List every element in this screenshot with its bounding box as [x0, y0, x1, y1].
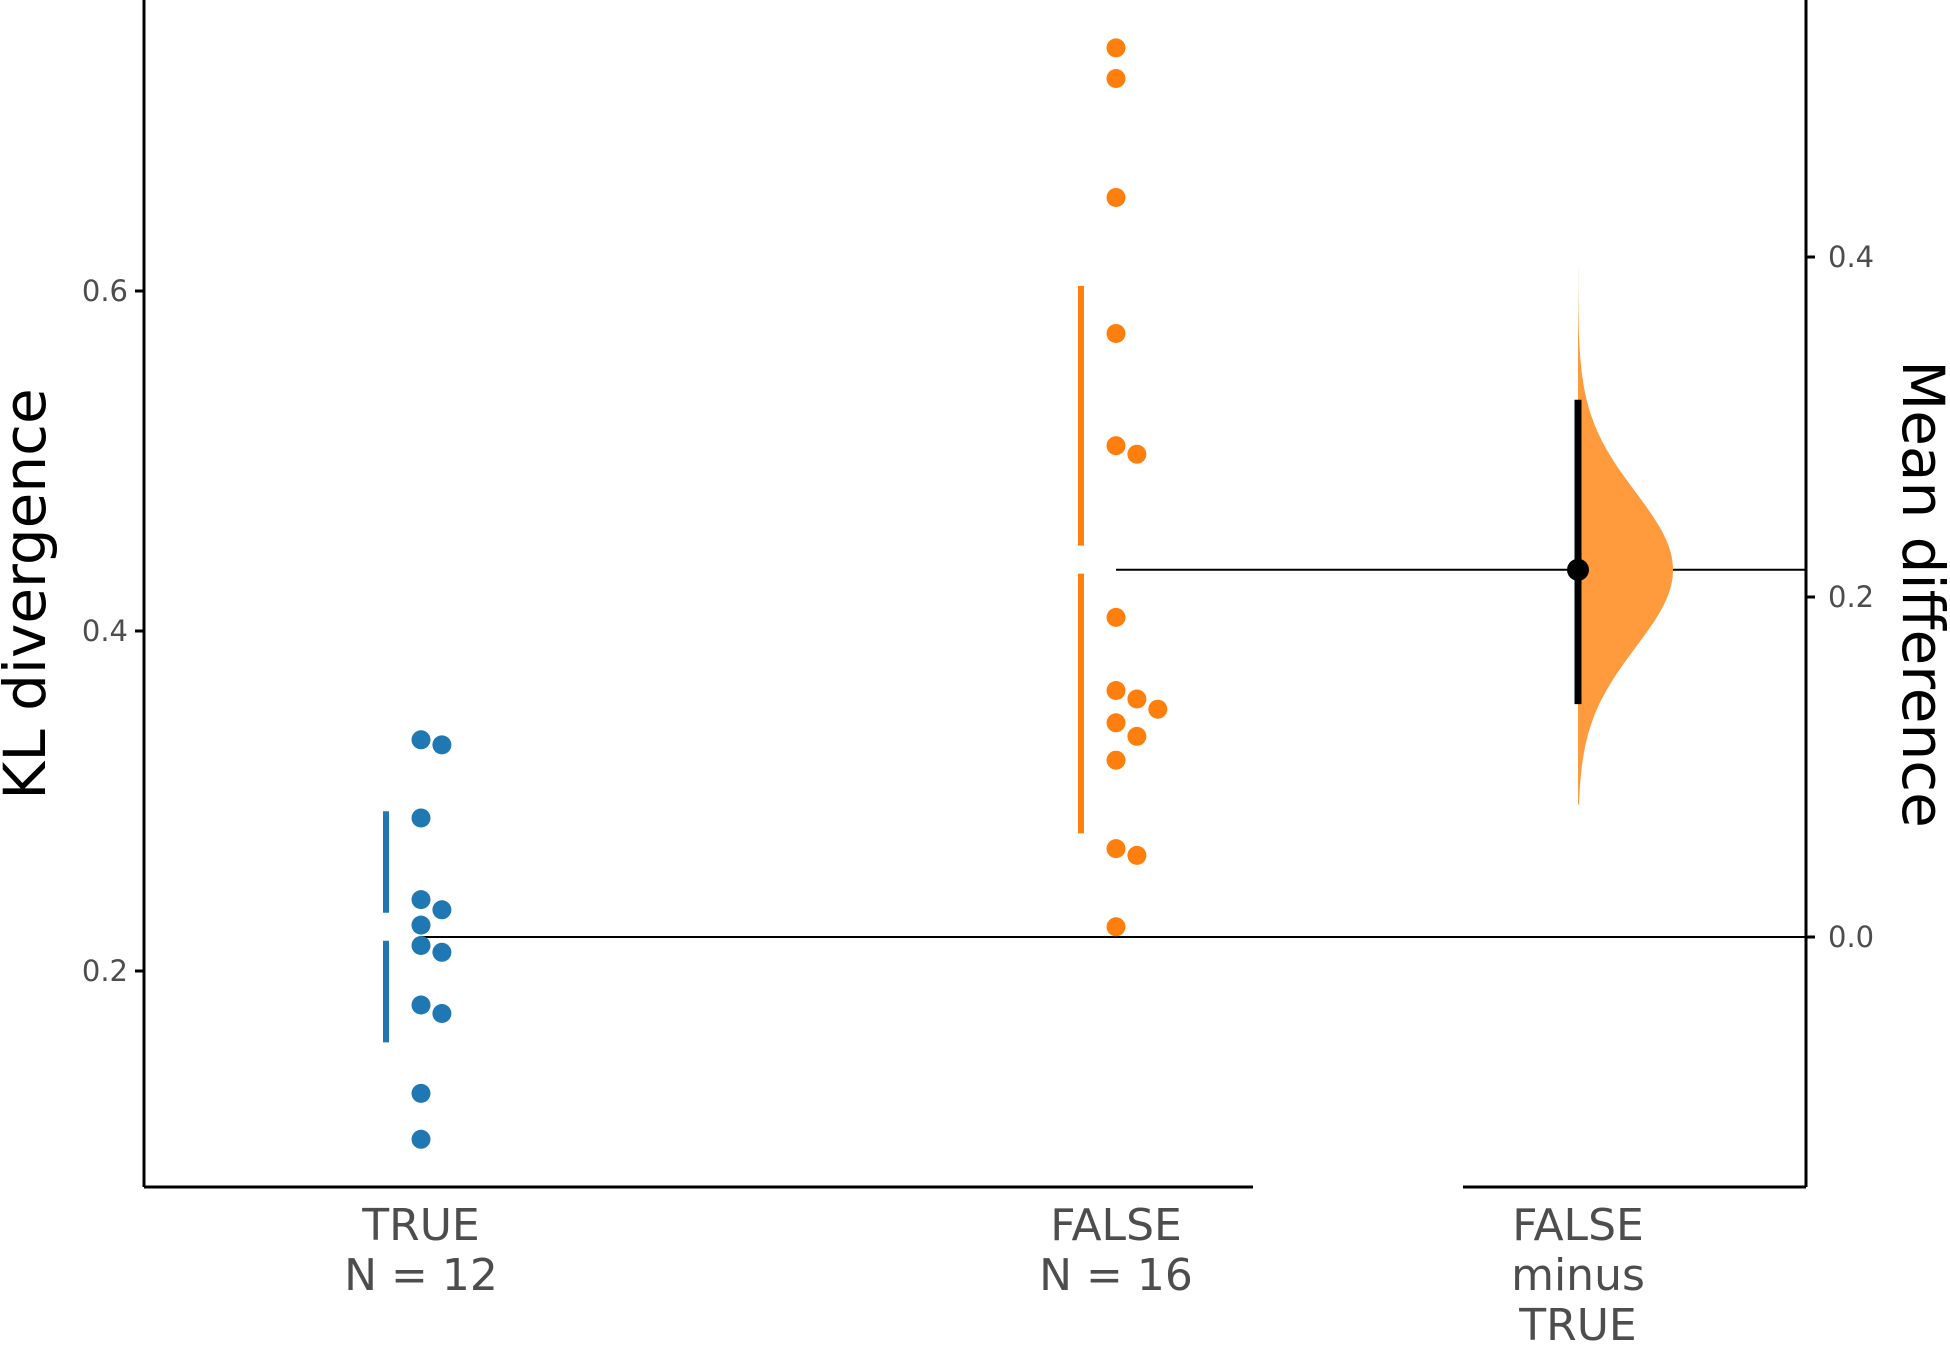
group-n-label: N = 12	[344, 1250, 498, 1301]
data-point-false	[1106, 69, 1126, 88]
mean-difference-point	[1567, 558, 1589, 581]
data-point-true	[411, 995, 431, 1015]
bootstrap-distribution	[1578, 236, 1673, 805]
group-n-label: N = 16	[1039, 1250, 1193, 1301]
data-point-true	[432, 942, 452, 962]
data-point-false	[1106, 750, 1126, 770]
data-point-false	[1106, 607, 1126, 627]
data-point-false	[1106, 917, 1126, 937]
contrast-label-line: FALSE	[1512, 1200, 1644, 1251]
data-point-false	[1106, 839, 1126, 859]
data-point-false	[1106, 188, 1126, 207]
data-point-false	[1127, 689, 1147, 709]
right-tick-label: 0.2	[1828, 580, 1874, 614]
data-point-true	[411, 730, 431, 750]
data-point-false	[1106, 713, 1126, 733]
data-point-false	[1148, 699, 1168, 719]
left-tick-label: 0.2	[82, 954, 128, 988]
data-point-true	[411, 890, 431, 910]
right-tick-label: 0.0	[1828, 920, 1874, 954]
data-point-false	[1106, 324, 1126, 343]
data-point-false	[1127, 845, 1147, 865]
data-point-true	[432, 735, 452, 755]
group-label: FALSE	[1050, 1200, 1182, 1251]
data-point-true	[432, 1004, 452, 1023]
data-point-false	[1106, 681, 1126, 700]
group-label: TRUE	[361, 1200, 479, 1251]
right-tick-label: 0.4	[1828, 240, 1874, 274]
data-point-false	[1106, 436, 1126, 456]
data-point-false	[1127, 444, 1147, 464]
data-point-true	[411, 808, 431, 828]
y-axis-title-left: KL divergence	[0, 388, 59, 799]
data-point-true	[411, 1083, 431, 1103]
data-point-true	[411, 1129, 431, 1149]
data-point-false	[1106, 38, 1126, 58]
data-marks	[383, 38, 1673, 1149]
contrast-label-line: minus	[1511, 1250, 1645, 1301]
data-point-true	[411, 915, 431, 935]
reference-lines	[421, 568, 1806, 938]
axes	[135, 0, 1815, 1189]
contrast-label-line: TRUE	[1518, 1300, 1636, 1349]
left-tick-label: 0.6	[82, 274, 128, 308]
data-point-false	[1127, 726, 1147, 746]
data-point-true	[432, 900, 452, 920]
data-point-true	[411, 936, 431, 955]
y-axis-title-right: Mean difference	[1889, 360, 1950, 828]
left-tick-label: 0.4	[82, 614, 128, 648]
